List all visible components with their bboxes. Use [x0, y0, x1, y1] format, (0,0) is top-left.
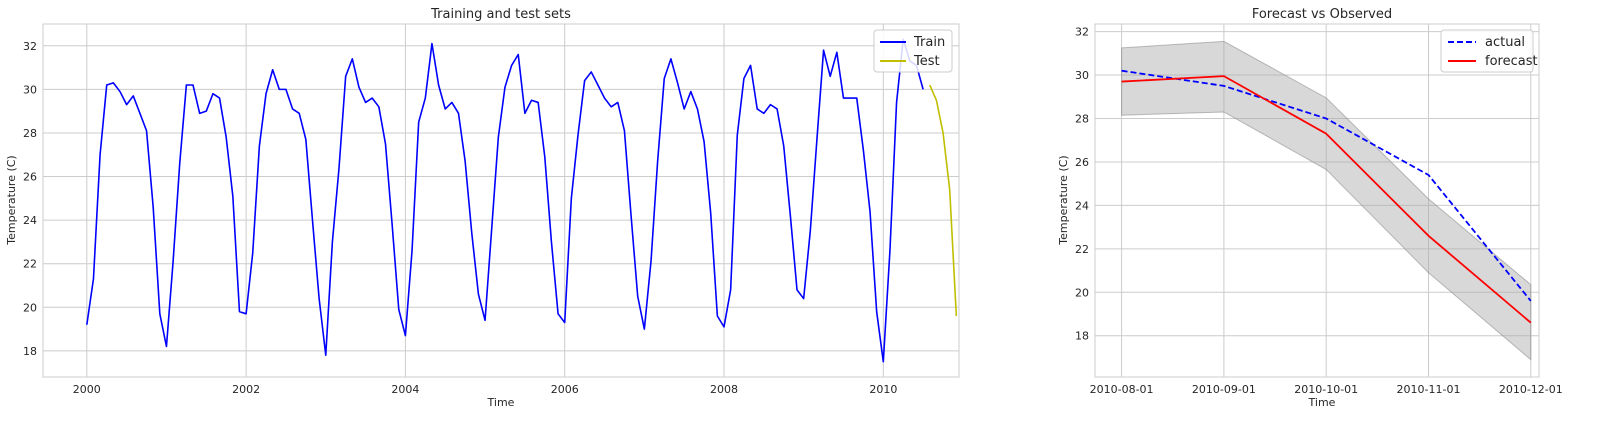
- training-test-chart: 18 20 22 24 26 28 30 32 2000 2002 2004 2006 2008 201…: [5, 7, 960, 409]
- y-tick-label: 24: [23, 214, 37, 227]
- series-line-forecast: [1121, 75, 1532, 324]
- y-tick-labels: 18 20 22 24 26 28 30 32: [23, 40, 37, 358]
- x-tick-label: 2004: [391, 383, 419, 396]
- plot-area-frame: [42, 23, 960, 378]
- grid-lines: [43, 24, 959, 377]
- y-tick-label: 24: [1075, 199, 1089, 212]
- x-tick-label: 2010-10-01: [1294, 383, 1358, 396]
- y-tick-label: 22: [1075, 243, 1089, 256]
- y-tick-label: 18: [1075, 330, 1089, 343]
- x-tick-label: 2006: [551, 383, 579, 396]
- y-tick-label: 20: [1075, 286, 1089, 299]
- legend: actual forecast: [1440, 29, 1538, 73]
- y-tick-labels: 18 20 22 24 26 28 30 32: [1075, 26, 1089, 343]
- chart-title: Training and test sets: [430, 7, 571, 22]
- x-tick-label: 2010-09-01: [1192, 383, 1256, 396]
- legend-label-train: Train: [913, 35, 945, 50]
- x-tick-labels: 2000 2002 2004 2006 2008 2010: [73, 383, 898, 396]
- x-tick-label: 2010-11-01: [1397, 383, 1461, 396]
- x-tick-label: 2010-08-01: [1090, 383, 1154, 396]
- y-axis-title: Temperature (C): [5, 155, 18, 245]
- legend-label-test: Test: [913, 54, 940, 69]
- x-tick-label: 2008: [710, 383, 738, 396]
- y-tick-label: 22: [23, 258, 37, 271]
- legend-label-actual: actual: [1485, 35, 1525, 50]
- legend: Train Test: [873, 29, 953, 73]
- y-tick-label: 20: [23, 301, 37, 314]
- y-tick-label: 26: [1075, 156, 1089, 169]
- y-tick-label: 32: [23, 40, 37, 53]
- confidence-band-area: [1121, 40, 1532, 361]
- x-tick-label: 2010: [869, 383, 897, 396]
- plot-area-frame: [1094, 23, 1540, 378]
- series-line-test: [929, 84, 958, 317]
- y-tick-label: 30: [23, 83, 37, 96]
- y-tick-label: 30: [1075, 69, 1089, 82]
- y-axis-title: Temperature (C): [1057, 155, 1070, 245]
- series-lines: [86, 38, 958, 363]
- x-tick-labels: 2010-08-01 2010-09-01 2010-10-01 2010-11-01…: [1090, 383, 1563, 396]
- y-tick-label: 28: [23, 127, 37, 140]
- y-tick-label: 32: [1075, 26, 1089, 39]
- x-tick-label: 2000: [73, 383, 101, 396]
- y-tick-label: 26: [23, 171, 37, 184]
- series-line-train: [86, 38, 924, 363]
- y-tick-label: 28: [1075, 112, 1089, 125]
- x-axis-title: Time: [487, 396, 515, 409]
- chart-title: Forecast vs Observed: [1252, 7, 1392, 22]
- y-tick-label: 18: [23, 345, 37, 358]
- legend-label-forecast: forecast: [1485, 54, 1538, 69]
- series-lines: [1121, 69, 1532, 324]
- series-line-actual: [1121, 69, 1532, 302]
- x-tick-label: 2010-12-01: [1499, 383, 1563, 396]
- confidence-band: [1121, 40, 1532, 361]
- x-tick-label: 2002: [232, 383, 260, 396]
- x-axis-title: Time: [1308, 396, 1336, 409]
